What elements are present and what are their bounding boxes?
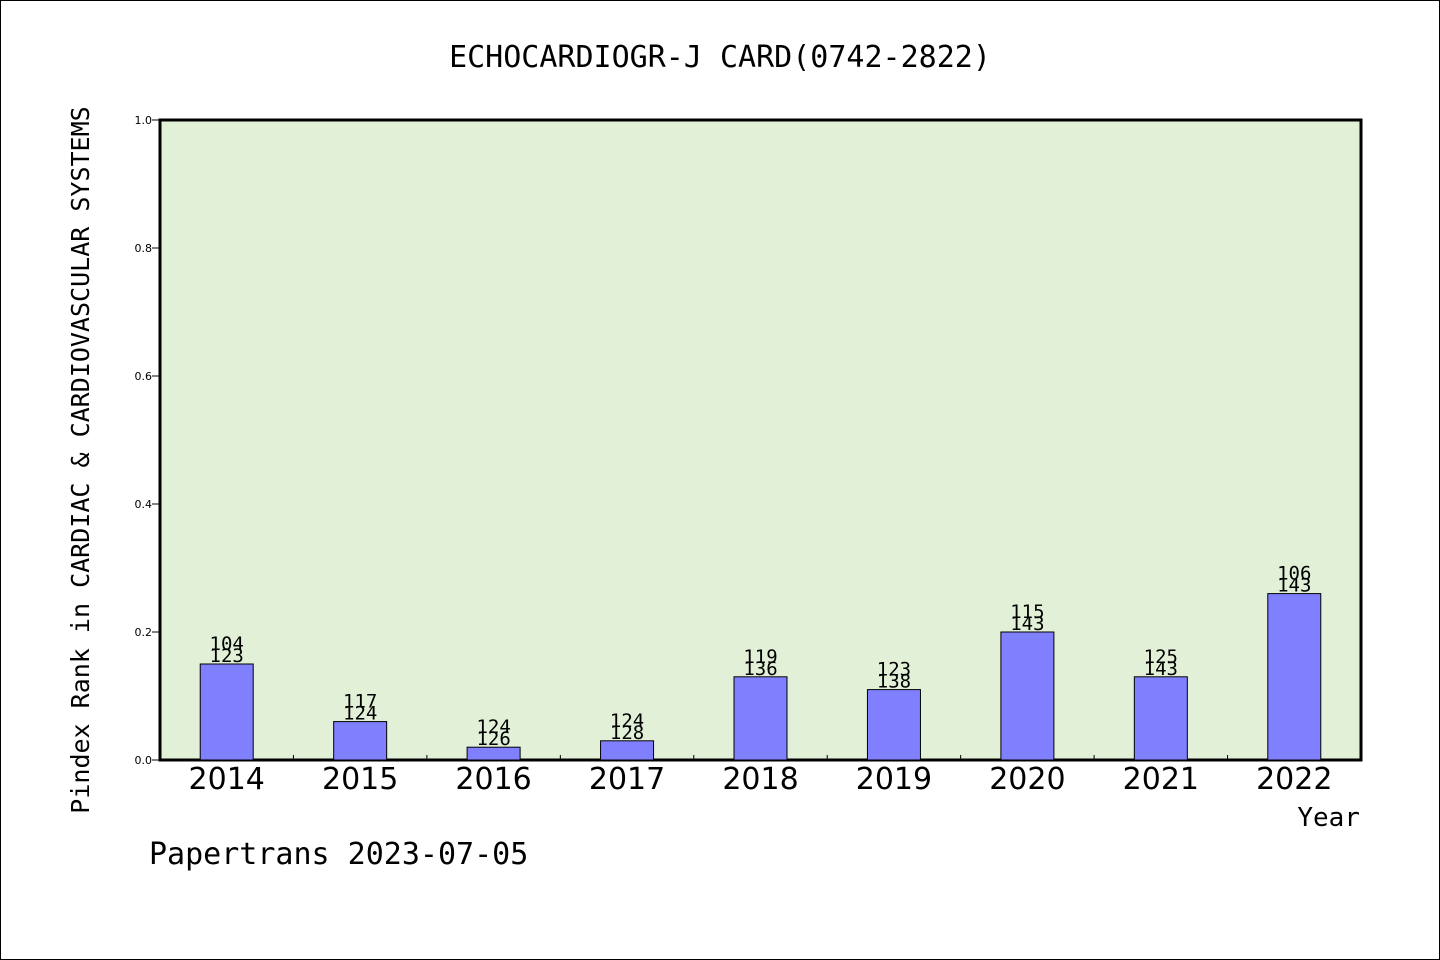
bar xyxy=(733,676,788,761)
y-axis-label: Pindex Rank in CARDIAC & CARDIOVASCULAR … xyxy=(66,106,95,813)
bar-total-label: 136 xyxy=(743,658,777,680)
bar xyxy=(199,663,254,761)
bar xyxy=(866,689,921,761)
footer-text: Papertrans 2023-07-05 xyxy=(149,837,528,872)
bar-total-label: 143 xyxy=(1010,613,1044,635)
bar-rank-label: 115 xyxy=(1010,601,1044,623)
bar xyxy=(1000,631,1055,761)
bar xyxy=(1133,676,1188,761)
bar xyxy=(466,746,521,761)
bar-rank-label: 124 xyxy=(476,716,510,738)
bar-rank-label: 117 xyxy=(343,691,377,713)
y-tick-label: 0.2 xyxy=(135,626,153,639)
plot-area xyxy=(158,118,1363,762)
y-tick-label: 1.0 xyxy=(135,114,153,127)
bar-total-label: 143 xyxy=(1277,575,1311,597)
bar-rank-label: 119 xyxy=(743,646,777,668)
bar-rank-label: 106 xyxy=(1277,563,1311,585)
x-tick-label: 2020 xyxy=(989,762,1065,797)
bar-total-label: 123 xyxy=(210,645,244,667)
x-tick-label: 2014 xyxy=(189,762,265,797)
bar-total-label: 143 xyxy=(1144,658,1178,680)
x-tick-label: 2015 xyxy=(322,762,398,797)
bar-total-label: 124 xyxy=(343,703,377,725)
bar xyxy=(333,721,388,761)
x-axis: 2014 2015 2016 2017 2018 2019 2020 2021 2022 xyxy=(189,755,1332,797)
y-tick-label: 0.4 xyxy=(135,498,153,511)
x-tick-label: 2021 xyxy=(1123,762,1199,797)
x-tick-label: 2022 xyxy=(1256,762,1332,797)
bar xyxy=(1267,593,1322,761)
y-tick-label: 0.6 xyxy=(135,370,153,383)
bar xyxy=(600,740,655,761)
x-tick-label: 2018 xyxy=(722,762,798,797)
y-tick-label: 0.8 xyxy=(135,242,153,255)
bar-rank-label: 125 xyxy=(1144,646,1178,668)
bar-total-label: 138 xyxy=(877,671,911,693)
bar-total-label: 128 xyxy=(610,722,644,744)
bar-total-label: 126 xyxy=(476,728,510,750)
x-tick-label: 2017 xyxy=(589,762,665,797)
chart-title: ECHOCARDIOGR-J CARD(0742-2822) xyxy=(449,40,991,75)
x-tick-label: 2019 xyxy=(856,762,932,797)
y-tick-label: 0.0 xyxy=(135,754,153,767)
y-axis: 0.0 0.2 0.4 0.6 0.8 1.0 xyxy=(135,114,160,767)
x-tick-label: 2016 xyxy=(455,762,531,797)
bar-rank-label: 104 xyxy=(210,633,244,655)
bar-rank-label: 124 xyxy=(610,710,644,732)
x-axis-label: Year xyxy=(1297,803,1360,833)
bar-rank-label: 123 xyxy=(877,659,911,681)
